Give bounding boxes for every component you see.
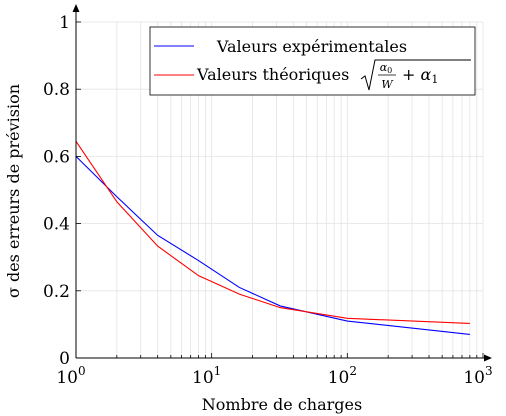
- legend-label-experimental: Valeurs expérimentales: [216, 37, 407, 56]
- y-tick-label: 0.2: [43, 282, 70, 302]
- y-axis-arrow: [72, 4, 80, 12]
- tick-marks: [75, 21, 484, 359]
- tick-labels: 0 0.2 0.4 0.6 0.8 1 100 101 102 103: [43, 13, 493, 388]
- y-tick-label: 0.4: [43, 215, 70, 235]
- x-tick-label: 101: [192, 364, 221, 388]
- formula-plus-alpha1: + α1: [402, 65, 438, 86]
- x-tick-label: 103: [463, 364, 492, 388]
- legend: Valeurs expérimentales Valeurs théorique…: [149, 26, 476, 96]
- legend-formula: α0 W + α1: [360, 59, 471, 91]
- legend-label-theoretical: Valeurs théoriques: [196, 65, 349, 84]
- series-lines: [75, 140, 470, 336]
- x-tick-label: 100: [56, 364, 85, 388]
- axes: [72, 4, 492, 362]
- y-tick-label: 0: [59, 349, 70, 369]
- series-line-experimental: [75, 156, 470, 336]
- series-line-theoretical: [75, 140, 470, 324]
- x-axis-arrow: [484, 354, 492, 362]
- y-tick-label: 1: [59, 13, 70, 33]
- legend-box: [149, 26, 476, 96]
- x-axis-label: Nombre de charges: [202, 395, 362, 414]
- y-tick-label: 0.8: [43, 80, 70, 100]
- y-axis-label: σ des erreurs de prévision: [4, 84, 23, 298]
- radical-sign: [360, 59, 471, 91]
- y-tick-label: 0.6: [43, 147, 70, 167]
- x-tick-label: 102: [328, 364, 357, 388]
- formula-W: W: [381, 78, 394, 91]
